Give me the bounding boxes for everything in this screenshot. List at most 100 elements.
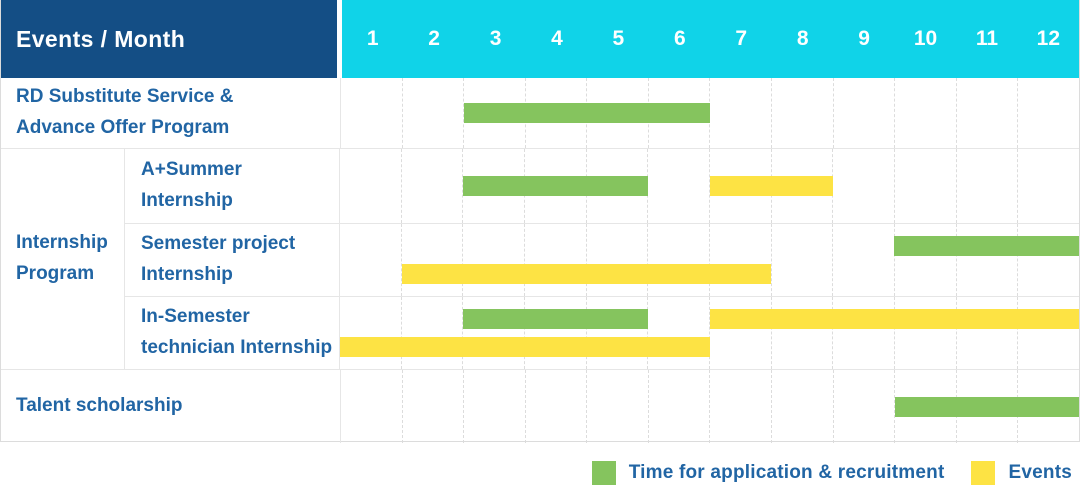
grid-cell — [894, 297, 956, 369]
month-header-cell: 2 — [428, 27, 440, 50]
grid-cell — [1017, 149, 1079, 223]
grid-cell — [955, 78, 1018, 148]
grid-cell — [770, 224, 833, 296]
grid-cell — [771, 370, 833, 443]
application-bar — [463, 176, 648, 196]
grid-cell — [1017, 224, 1079, 296]
month-grid — [341, 78, 1079, 148]
grid-cell — [647, 224, 709, 296]
sub-row: A+Summer Internship — [125, 149, 1079, 223]
event-legend-swatch — [971, 461, 996, 485]
sub-row-label: A+Summer Internship — [125, 149, 340, 223]
grid-cell — [586, 370, 648, 443]
grid-cell — [1017, 78, 1079, 148]
legend: Time for application & recruitment Events — [0, 442, 1080, 494]
row-label: RD Substitute Service & Advance Offer Pr… — [1, 78, 341, 148]
month-header-cell: 3 — [489, 27, 502, 50]
grid-cell — [709, 78, 771, 148]
month-grid — [341, 370, 1079, 443]
month-header-cell: 12 — [1036, 27, 1061, 50]
grid-cell — [894, 78, 956, 148]
grid-cell — [585, 224, 648, 296]
grid-cell — [709, 297, 771, 369]
application-bar — [894, 396, 1079, 417]
grid-cell — [401, 370, 464, 443]
grid-cell — [524, 370, 587, 443]
event-bar — [401, 264, 772, 284]
grid-cell — [463, 78, 525, 148]
month-header-row: 1 2 3 4 5 6 7 8 9 10 11 12 — [342, 0, 1079, 78]
grid-cell — [463, 370, 525, 443]
grid-cell — [832, 149, 894, 223]
application-bar — [464, 103, 710, 123]
grid-cell — [462, 149, 524, 223]
month-header-cell: 11 — [975, 27, 999, 50]
events-month-title: Events / Month — [1, 0, 337, 78]
event-bar — [709, 309, 1079, 329]
header-divider — [337, 0, 342, 78]
month-header-cell: 9 — [858, 27, 870, 50]
sub-row: Semester project Internship — [125, 223, 1079, 296]
table-header: Events / Month 1 2 3 4 5 6 7 8 9 10 11 12 — [1, 0, 1079, 78]
legend-label: Events — [1008, 462, 1072, 483]
month-grid — [340, 149, 1079, 223]
legend-item: Events — [971, 461, 1072, 485]
table-body: RD Substitute Service & Advance Offer Pr… — [1, 78, 1079, 443]
group-rows: A+Summer Internship Semester project Inte… — [125, 149, 1079, 369]
month-header-cell: 7 — [735, 27, 748, 50]
grid-cell — [462, 224, 524, 296]
sub-row-label: In-Semester technician Internship — [125, 297, 340, 369]
events-month-table: Events / Month 1 2 3 4 5 6 7 8 9 10 11 12 RD Substi… — [0, 0, 1080, 443]
grid-cell — [647, 149, 709, 223]
grid-cell — [771, 78, 833, 148]
application-bar — [894, 236, 1079, 256]
grid-cell — [832, 370, 895, 443]
grid-cell — [709, 224, 771, 296]
grid-cell — [709, 370, 771, 443]
application-bar — [463, 309, 648, 329]
event-bar — [340, 337, 710, 357]
grid-cell — [401, 78, 464, 148]
grid-cell — [955, 224, 1018, 296]
grid-cell — [462, 297, 524, 369]
month-header-cell: 4 — [551, 27, 563, 50]
table-row: RD Substitute Service & Advance Offer Pr… — [1, 78, 1079, 148]
grid-cell — [832, 224, 894, 296]
grid-cell — [955, 149, 1018, 223]
grid-cell — [400, 297, 463, 369]
grid-cell — [894, 149, 956, 223]
grid-cell — [524, 224, 586, 296]
legend-item: Time for application & recruitment — [591, 461, 945, 485]
group-block: Internship Program A+Summer Internship Sem… — [1, 149, 1079, 369]
grid-cell — [1017, 297, 1079, 369]
grid-cell — [770, 297, 833, 369]
grid-cell — [585, 297, 648, 369]
sub-row: In-Semester technician Internship — [125, 296, 1079, 369]
grid-cell — [647, 297, 709, 369]
grid-cell — [340, 224, 401, 296]
table-row: Internship Program A+Summer Internship Sem… — [1, 148, 1079, 369]
sub-row-label: Semester project Internship — [125, 224, 340, 296]
grid-cell — [894, 224, 956, 296]
grid-cell — [341, 78, 402, 148]
month-grid — [340, 224, 1079, 296]
grid-cell — [524, 297, 586, 369]
month-header-cell: 5 — [612, 27, 625, 50]
legend-label: Time for application & recruitment — [628, 462, 945, 483]
grid-cell — [832, 78, 895, 148]
grid-cell — [955, 297, 1018, 369]
month-header-cell: 8 — [796, 27, 809, 50]
month-grid — [340, 297, 1079, 369]
month-header-cell: 10 — [913, 27, 938, 50]
grid-cell — [832, 297, 894, 369]
application-legend-swatch — [591, 461, 616, 485]
grid-cell — [341, 370, 402, 443]
grid-cell — [400, 149, 463, 223]
grid-cell — [400, 224, 463, 296]
row-label: Talent scholarship — [1, 370, 341, 443]
table-row: Talent scholarship — [1, 369, 1079, 443]
group-label: Internship Program — [1, 149, 125, 369]
event-bar — [709, 176, 833, 196]
grid-cell — [340, 149, 401, 223]
month-header-cell: 1 — [366, 27, 379, 50]
